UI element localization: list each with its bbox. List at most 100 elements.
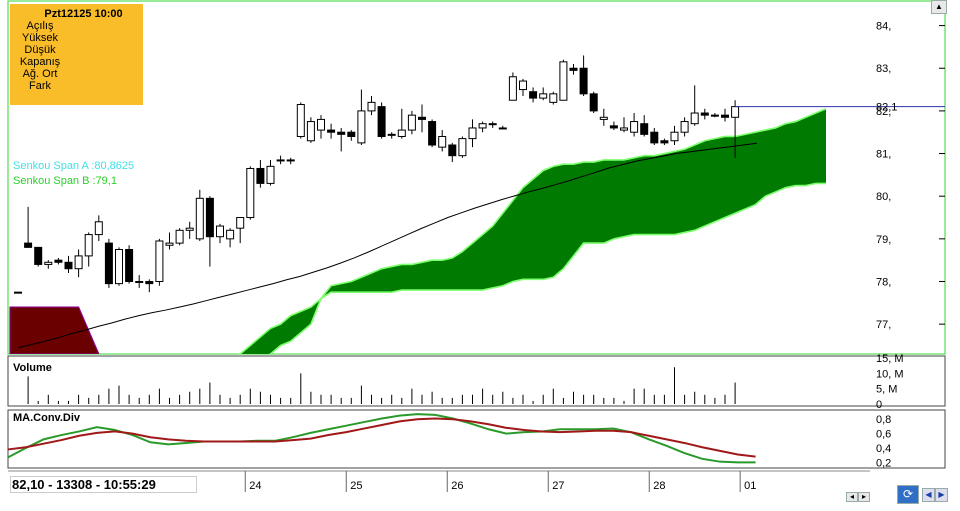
date-tick-label: 26 [451,480,463,492]
candle-body [498,127,507,130]
candle-body [155,240,164,282]
candle-body [620,127,628,131]
candle-body [690,112,699,125]
date-tick-label: 01 [744,480,756,492]
candle-body [519,80,527,91]
macd-tick-label: 0,4 [876,443,891,455]
candle-body [407,114,416,131]
candle-body [34,246,43,265]
legend-senkou-b: Senkou Span B :79,1 [13,175,117,187]
candle-body [549,93,558,103]
bearish-cloud [9,306,100,354]
date-tick-label: 25 [350,480,362,492]
candle-body [246,167,255,219]
candle-body [216,225,224,238]
candle-body [185,227,194,231]
info-label-change: Fark [29,80,51,92]
candle-body [256,167,265,184]
legend-senkou-a: Senkou Span A :80,8625 [13,160,135,172]
price-tick-label: 80, [876,191,891,203]
candle-body [44,261,53,265]
candle-body [599,116,608,120]
candle-body [640,123,649,135]
date-tick-label: 24 [249,480,261,492]
candle-body [569,67,578,71]
senkou-span-a-line [238,108,827,354]
next-icon[interactable]: ▶ [935,488,948,502]
candle-body [438,135,447,148]
macd-tick-label: 0,8 [876,414,891,426]
info-label-high: Yüksek [21,32,59,44]
candle-body [276,159,285,162]
ohlc-info-box: Pzt12125 10:00 Açılış Yüksek Düşük Kapan… [10,4,143,105]
price-tick-label: 83, [876,63,891,75]
prev-icon[interactable]: ◀ [922,488,935,502]
candle-body [377,106,386,137]
candle-body [205,197,214,238]
info-label-close: Kapanış [19,56,61,68]
price-tick-label: 84, [876,21,891,33]
moving-average-line [17,142,757,349]
candle-body [226,229,235,240]
ichimoku-cloud [240,108,826,354]
refresh-icon[interactable]: ⟳ [897,485,919,504]
candle-body [84,234,93,257]
candle-body [286,159,295,162]
volume-panel-frame [7,355,946,407]
info-label-avg: Ağ. Ort [22,68,58,80]
volume-tick-label: 10, M [876,368,904,380]
candle-body [54,259,63,263]
candle-body [195,197,204,240]
price-tick-label: 81, [876,149,891,161]
candle-body [579,67,588,95]
candle-body [74,255,83,270]
candle-body [559,61,568,101]
scroll-right-button[interactable]: ▸ [858,492,870,502]
price-tick-label: 82, [876,106,891,118]
candle-body [145,280,154,285]
info-box-title: Pzt12125 10:00 [44,8,123,20]
candle-body [680,121,689,133]
scroll-left-button[interactable]: ◂ [846,492,858,502]
candle-body [296,103,305,137]
candle-body [529,91,538,99]
candle-body [670,131,679,142]
candle-body [609,125,618,129]
candle-body [630,121,639,133]
candle-body [94,221,103,236]
candle-body [64,261,73,270]
price-tick-label: 78, [876,276,891,288]
macd-tick-label: 0,2 [876,457,891,469]
candle-body [367,101,376,112]
candle-body [488,123,497,126]
macd-panel-frame [7,409,946,469]
date-tick-label: 27 [552,480,564,492]
candle-body [104,242,113,285]
candle-body [397,129,406,137]
candle-body [236,217,245,229]
price-tick-label: 77, [876,319,891,331]
cloud-group [9,108,827,354]
candle-body [14,291,22,294]
candle-body [458,138,467,157]
senkou-span-b-line [268,182,826,354]
candle-body [478,123,487,129]
candle-body [589,93,598,112]
candle-body [448,144,457,157]
candle-body [306,121,315,142]
candle-body [317,118,325,131]
volume-tick-label: 15, M [876,353,904,365]
candle-body [115,249,123,285]
candle-body [731,106,740,118]
candle-body [357,110,366,144]
date-tick-label: 28 [653,480,665,492]
candle-body [125,249,134,282]
candle-body [721,114,729,118]
scroll-up-button[interactable]: ▲ [931,0,947,14]
info-label-open: Açılış [26,20,54,32]
volume-tick-label: 0 [876,399,882,411]
candle-body [387,133,396,136]
candle-body [468,127,477,140]
candle-body [266,165,275,184]
